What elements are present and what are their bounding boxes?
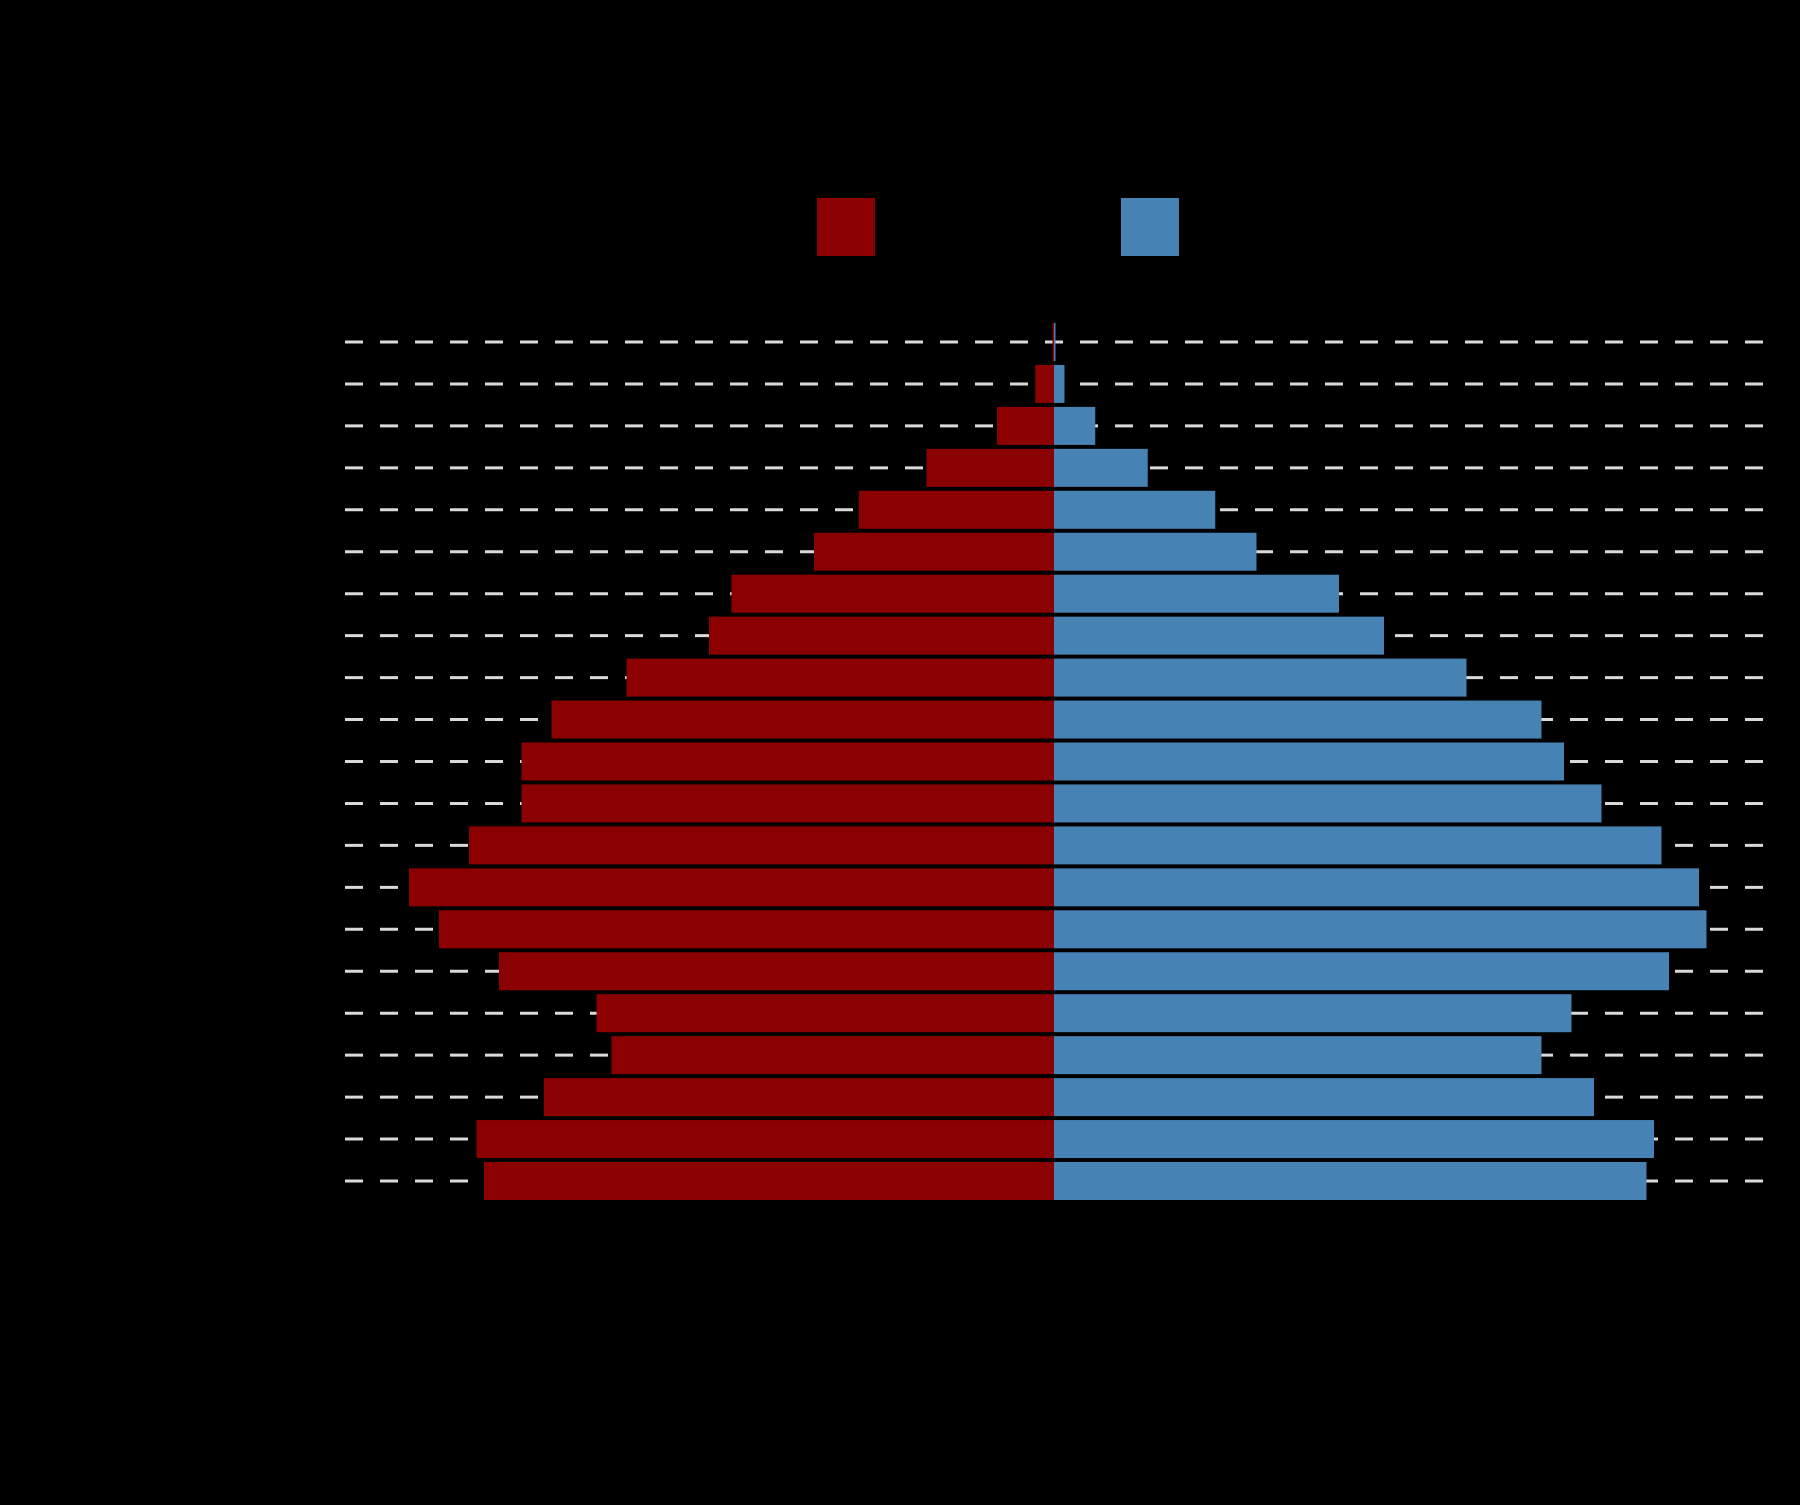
legend	[817, 198, 1179, 256]
right-bar	[1054, 406, 1096, 445]
right-bar	[1054, 1120, 1654, 1159]
right-bar	[1054, 490, 1216, 529]
left-bar	[611, 1036, 1054, 1075]
left-bar	[409, 868, 1054, 907]
right-bar	[1054, 700, 1542, 739]
left-bar	[626, 658, 1054, 697]
right-bar	[1054, 994, 1572, 1033]
left-bar	[596, 994, 1054, 1033]
left-bar	[551, 700, 1054, 739]
right-bar	[1054, 1162, 1647, 1200]
left-bar	[484, 1162, 1054, 1200]
right-bar	[1054, 952, 1669, 991]
left-bar	[499, 952, 1054, 991]
right-bar	[1054, 868, 1699, 907]
left-bar	[439, 910, 1054, 949]
left-bar	[814, 532, 1054, 571]
left-bar	[521, 742, 1054, 781]
right-bar	[1054, 784, 1602, 823]
left-bar	[469, 826, 1054, 865]
right-bar	[1054, 826, 1662, 865]
left-bar	[1052, 323, 1054, 361]
right-bar	[1054, 1078, 1594, 1117]
bars	[409, 323, 1707, 1200]
right-bar	[1054, 658, 1467, 697]
right-bar	[1054, 574, 1339, 613]
left-bar	[731, 574, 1054, 613]
legend-swatch-2	[1121, 198, 1179, 256]
right-bar	[1054, 532, 1257, 571]
right-bar	[1054, 742, 1564, 781]
right-bar	[1054, 616, 1384, 655]
left-bar	[521, 784, 1054, 823]
right-bar	[1054, 323, 1056, 361]
right-bar	[1054, 364, 1065, 403]
legend-swatch-1	[817, 198, 875, 256]
left-bar	[709, 616, 1054, 655]
left-bar	[544, 1078, 1054, 1117]
left-bar	[1035, 364, 1054, 403]
right-bar	[1054, 1036, 1542, 1075]
right-bar	[1054, 910, 1707, 949]
right-bar	[1054, 448, 1148, 487]
left-bar	[859, 490, 1054, 529]
left-bar	[997, 406, 1054, 445]
left-bar	[926, 448, 1054, 487]
left-bar	[476, 1120, 1054, 1159]
